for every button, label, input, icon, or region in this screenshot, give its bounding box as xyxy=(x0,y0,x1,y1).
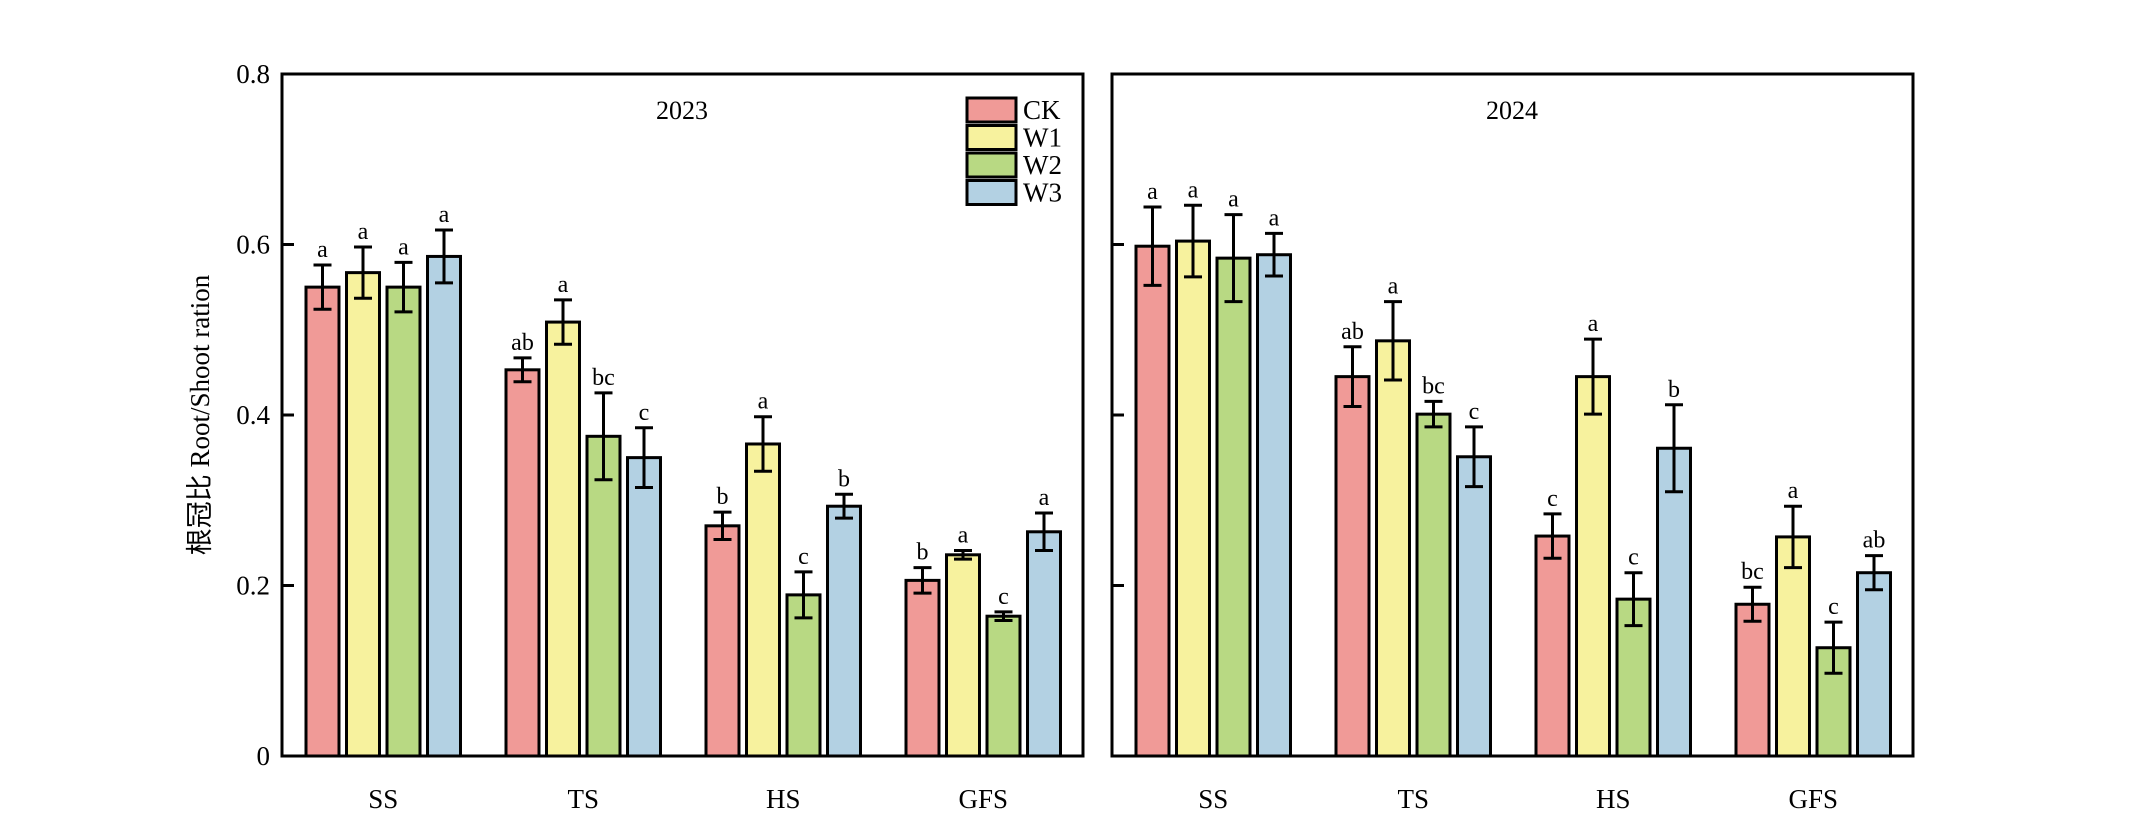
significance-letter: a xyxy=(1147,179,1158,205)
significance-letter: ab xyxy=(1863,528,1886,554)
significance-letter: a xyxy=(1039,485,1050,511)
legend-swatch-W3 xyxy=(965,179,1018,206)
bar-W2-TS xyxy=(1415,412,1452,758)
bar-W1-SS xyxy=(345,271,381,758)
bar-W1-TS xyxy=(1375,339,1411,758)
bar-W3-GFS xyxy=(1856,571,1892,758)
bar-W1-TS xyxy=(545,320,581,758)
significance-letter: c xyxy=(798,544,809,570)
bar-W1-HS xyxy=(745,442,781,758)
significance-letter: a xyxy=(1788,478,1799,504)
bar-W2-SS xyxy=(1215,256,1252,758)
significance-letter: c xyxy=(1469,399,1480,425)
bar-CK-GFS xyxy=(904,578,941,758)
significance-letter: ab xyxy=(1341,319,1364,345)
significance-letter: c xyxy=(1547,486,1558,512)
significance-letter: bc xyxy=(1741,559,1764,585)
bar-W2-HS xyxy=(785,593,822,758)
x-category-label: HS xyxy=(1596,784,1631,814)
significance-letter: b xyxy=(838,466,850,492)
x-category-label: SS xyxy=(368,784,398,814)
significance-letter: c xyxy=(1828,594,1839,620)
significance-letter: b xyxy=(1668,377,1680,403)
bar-W3-TS xyxy=(626,456,662,758)
y-tick-label: 0.8 xyxy=(236,59,270,89)
significance-letter: a xyxy=(439,202,450,228)
x-category-label: GFS xyxy=(958,784,1008,814)
x-category-label: SS xyxy=(1198,784,1228,814)
bar-W3-TS xyxy=(1456,455,1492,758)
y-tick-label: 0.2 xyxy=(236,571,270,601)
bar-CK-SS xyxy=(304,285,341,758)
y-tick-label: 0.4 xyxy=(236,400,270,430)
significance-letter: a xyxy=(758,389,769,415)
bar-W2-GFS xyxy=(985,614,1022,758)
y-tick-label: 0 xyxy=(257,741,271,771)
bar-W1-SS xyxy=(1175,239,1211,758)
bar-CK-TS xyxy=(1334,375,1371,758)
bar-CK-HS xyxy=(704,524,741,758)
bar-W3-HS xyxy=(826,504,862,758)
x-category-label: GFS xyxy=(1788,784,1838,814)
x-category-label: HS xyxy=(766,784,801,814)
significance-letter: c xyxy=(1628,545,1639,571)
significance-letter: a xyxy=(1228,187,1239,213)
legend-swatch-W1 xyxy=(965,124,1018,151)
bar-W1-GFS xyxy=(1775,535,1811,758)
significance-letter: c xyxy=(639,400,650,426)
x-category-label: TS xyxy=(567,784,599,814)
bar-CK-GFS xyxy=(1734,602,1771,758)
significance-letter: a xyxy=(1188,177,1199,203)
legend-label-W3: W3 xyxy=(1023,178,1062,208)
significance-letter: a xyxy=(958,523,969,549)
significance-letter: ab xyxy=(511,330,534,356)
y-tick-label: 0.6 xyxy=(236,230,270,260)
significance-letter: a xyxy=(1269,205,1280,231)
legend-label-CK: CK xyxy=(1023,95,1061,125)
significance-letter: bc xyxy=(592,365,615,391)
legend-swatch-W2 xyxy=(965,151,1018,179)
bar-W1-GFS xyxy=(945,553,981,758)
legend-label-W2: W2 xyxy=(1023,150,1062,180)
significance-letter: a xyxy=(558,272,569,298)
bar-W3-SS xyxy=(1256,253,1292,758)
legend-label-W1: W1 xyxy=(1023,123,1062,153)
legend-swatch-CK xyxy=(965,96,1018,124)
significance-letter: b xyxy=(917,540,929,566)
bar-CK-SS xyxy=(1134,244,1171,758)
bar-CK-HS xyxy=(1534,534,1571,758)
bar-W3-HS xyxy=(1656,446,1692,758)
significance-letter: a xyxy=(317,237,328,263)
bar-W3-SS xyxy=(426,254,462,758)
bar-W2-TS xyxy=(585,434,622,758)
bar-W3-GFS xyxy=(1026,530,1062,758)
significance-letter: c xyxy=(998,584,1009,610)
bar-CK-TS xyxy=(504,368,541,758)
significance-letter: a xyxy=(358,219,369,245)
bar-W1-HS xyxy=(1575,375,1611,758)
significance-letter: a xyxy=(1388,274,1399,300)
panel-title: 2023 xyxy=(656,96,708,125)
y-axis-label: 根冠比 Root/Shoot ration xyxy=(185,274,215,555)
panel-title: 2024 xyxy=(1486,96,1538,125)
significance-letter: a xyxy=(398,234,409,260)
significance-letter: bc xyxy=(1422,373,1445,399)
significance-letter: a xyxy=(1588,311,1599,337)
bar-W2-SS xyxy=(385,285,422,758)
significance-letter: b xyxy=(717,484,729,510)
x-category-label: TS xyxy=(1397,784,1429,814)
